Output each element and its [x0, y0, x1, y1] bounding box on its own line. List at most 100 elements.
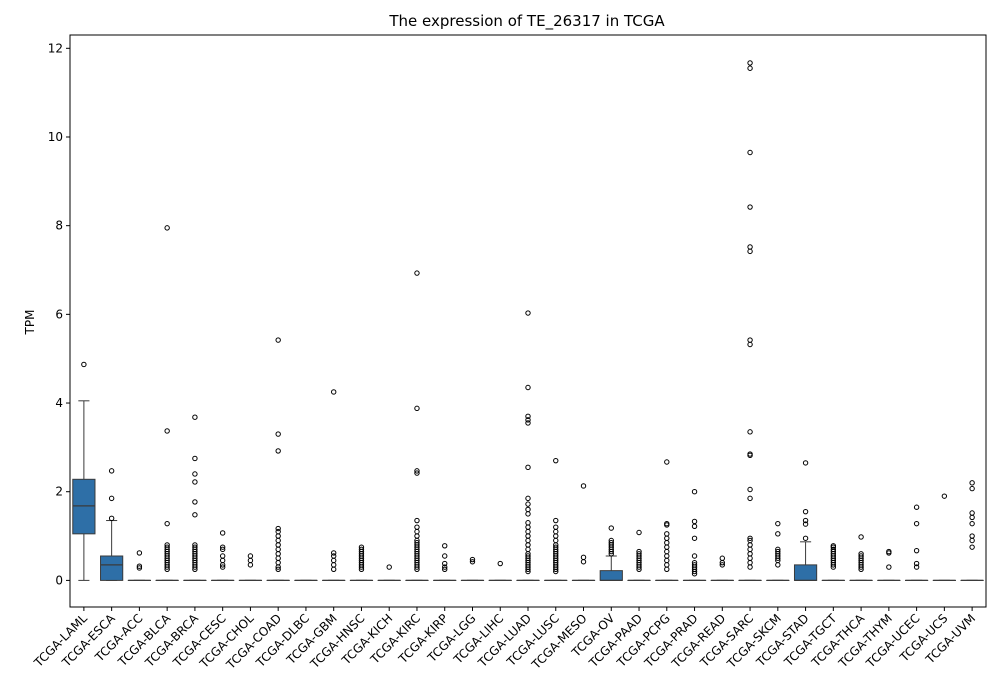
outlier-point — [747, 451, 753, 457]
outlier-point — [775, 546, 781, 553]
outlier-point — [747, 60, 753, 66]
outlier-point — [664, 553, 670, 559]
outlier-point — [275, 431, 281, 437]
outlier-point — [636, 529, 642, 536]
outlier-point — [553, 457, 559, 464]
outlier-point — [192, 471, 198, 477]
outlier-point — [941, 493, 948, 499]
outlier-point — [108, 515, 115, 522]
outlier-point — [691, 559, 698, 566]
box-group — [183, 414, 207, 581]
outlier-point — [913, 504, 920, 510]
box-group — [72, 361, 96, 581]
box-group — [460, 556, 485, 581]
outlier-point — [969, 514, 975, 521]
outlier-point — [747, 65, 753, 71]
outlier-point — [81, 361, 87, 368]
outlier-point — [275, 546, 281, 553]
outlier-point — [969, 485, 975, 492]
outlier-point — [386, 564, 392, 570]
box-group — [599, 525, 623, 581]
box-group — [932, 493, 956, 581]
outlier-point — [969, 520, 975, 527]
outlier-point — [691, 518, 698, 525]
outlier-point — [275, 551, 281, 557]
outlier-point — [525, 528, 531, 535]
outlier-point — [858, 553, 864, 559]
box-group — [682, 489, 707, 581]
y-tick-label: 12 — [48, 41, 63, 55]
outlier-point — [275, 525, 281, 532]
outlier-point — [525, 384, 531, 391]
outlier-point — [525, 506, 531, 513]
box-group — [488, 560, 512, 581]
outlier-point — [747, 551, 753, 557]
box-group — [960, 480, 984, 581]
box-group — [544, 457, 568, 581]
outlier-point — [442, 564, 448, 570]
box-group — [238, 553, 263, 581]
outlier-point — [525, 417, 531, 423]
outlier-point — [164, 542, 170, 548]
outlier-point — [497, 560, 503, 567]
outlier-point — [219, 564, 226, 570]
outlier-point — [164, 428, 170, 434]
outlier-point — [469, 559, 476, 565]
outlier-point — [553, 524, 559, 530]
outlier-point — [192, 512, 198, 518]
outlier-point — [664, 540, 670, 546]
outlier-point — [525, 464, 531, 471]
outlier-point — [330, 389, 337, 395]
outlier-point — [719, 555, 726, 561]
outlier-point — [886, 564, 892, 570]
outlier-point — [414, 533, 420, 539]
box-body — [100, 555, 124, 581]
outlier-point — [969, 510, 975, 516]
outlier-point — [608, 540, 614, 546]
outlier-point — [108, 495, 115, 502]
outlier-point — [108, 468, 115, 474]
outlier-point — [580, 559, 587, 565]
outlier-point — [747, 341, 753, 348]
outlier-point — [664, 548, 670, 555]
outlier-point — [358, 546, 365, 553]
outlier-point — [608, 525, 614, 531]
outlier-point — [664, 459, 670, 465]
outlier-point — [275, 566, 281, 573]
outlier-point — [330, 553, 337, 559]
y-axis-label: TPM — [23, 310, 37, 336]
box-group — [405, 270, 429, 581]
outlier-point — [275, 559, 281, 566]
box-group — [877, 548, 901, 581]
box-body — [793, 564, 818, 581]
outlier-point — [219, 546, 226, 553]
outlier-point — [219, 553, 226, 559]
outlier-point — [858, 534, 864, 540]
outlier-point — [775, 520, 781, 527]
outlier-point — [442, 553, 448, 559]
outlier-point — [164, 544, 170, 550]
outlier-point — [664, 566, 670, 573]
outlier-point — [414, 524, 420, 530]
outlier-point — [747, 546, 753, 553]
outlier-point — [802, 517, 809, 524]
outlier-point — [775, 531, 781, 537]
outlier-point — [775, 562, 781, 568]
box-group — [793, 460, 818, 581]
outlier-point — [275, 537, 281, 544]
outlier-point — [192, 479, 198, 485]
box-group — [155, 225, 179, 581]
outlier-point — [969, 537, 975, 544]
outlier-point — [747, 555, 753, 561]
outlier-point — [747, 149, 753, 156]
box-group — [211, 530, 235, 581]
outlier-point — [747, 248, 753, 255]
y-tick-label: 6 — [55, 307, 63, 321]
outlier-point — [719, 562, 726, 568]
outlier-point — [414, 528, 420, 535]
outlier-point — [136, 565, 143, 571]
outlier-point — [136, 550, 143, 556]
outlier-point — [913, 564, 920, 570]
outlier-point — [553, 528, 559, 535]
outlier-point — [802, 521, 809, 527]
